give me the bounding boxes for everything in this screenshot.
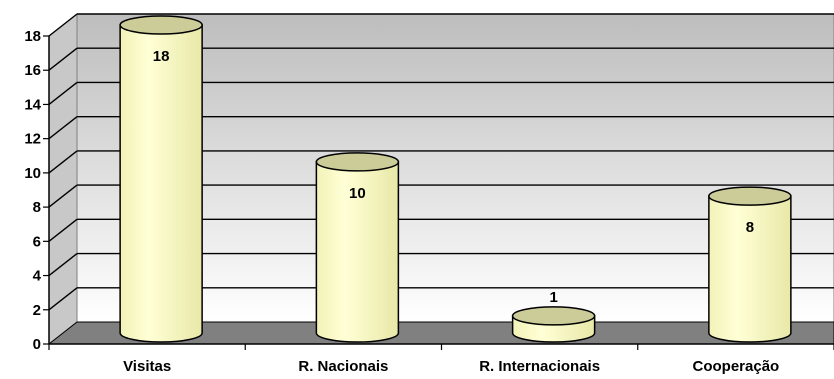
gridline-side <box>48 184 78 208</box>
gridlines <box>48 13 834 311</box>
x-tick-label: Visitas <box>123 358 171 375</box>
side-wall <box>48 12 78 346</box>
x-tick-label: R. Internacionais <box>479 358 600 375</box>
y-tick-label: 8 <box>33 199 41 216</box>
y-tick-label: 6 <box>33 233 41 250</box>
y-tick-label: 12 <box>24 131 41 148</box>
y-tick-label: 10 <box>24 165 41 182</box>
bar-body <box>708 195 792 343</box>
gridline-side <box>48 150 78 174</box>
gridline-side <box>48 253 78 277</box>
bar-top <box>315 152 400 172</box>
bar-body <box>315 161 400 343</box>
gridline-side <box>48 287 78 311</box>
back-wall <box>76 13 834 323</box>
gridline-side <box>48 13 78 37</box>
gridline-side <box>48 47 78 71</box>
y-tick-label: 18 <box>24 28 41 45</box>
plot-area <box>47 12 834 346</box>
data-label: 1 <box>549 289 557 306</box>
bars <box>119 15 792 343</box>
bar-top <box>119 15 203 35</box>
y-tick-label: 16 <box>24 62 41 79</box>
data-label: 8 <box>746 219 754 236</box>
y-tick-label: 4 <box>33 268 42 285</box>
gridline-side <box>48 116 78 140</box>
data-label: 10 <box>349 185 366 202</box>
data-label: 18 <box>153 48 170 65</box>
bar-top <box>708 186 792 206</box>
x-tick-label: R. Nacionais <box>298 358 388 375</box>
bar-3 <box>511 306 596 343</box>
y-tick-label: 14 <box>24 96 41 113</box>
x-tick-label: Cooperação <box>693 358 780 375</box>
bar-1 <box>119 15 203 343</box>
bar-top <box>511 306 596 326</box>
gridline-side <box>48 81 78 105</box>
y-tick-label: 0 <box>33 336 41 353</box>
bar-2 <box>315 152 400 343</box>
y-tick-label: 2 <box>33 302 41 319</box>
bar-body <box>119 24 203 343</box>
labels: 18 Visitas 10 R. Nacionais 1 R. Internacionai… <box>123 48 779 375</box>
bar-4 <box>708 186 792 343</box>
gridline-side <box>48 218 78 242</box>
